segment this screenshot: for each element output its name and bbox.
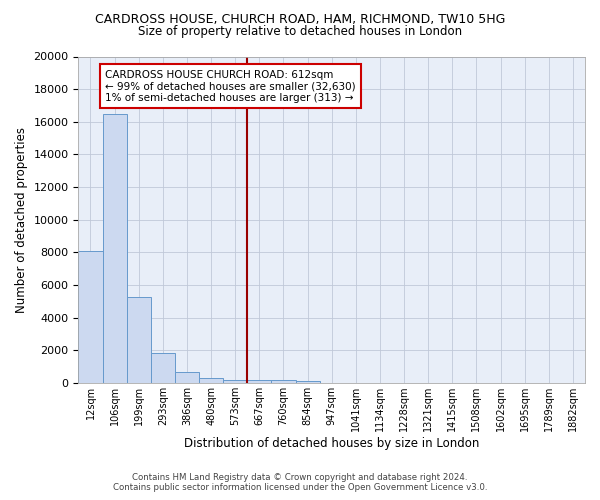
Text: CARDROSS HOUSE CHURCH ROAD: 612sqm
← 99% of detached houses are smaller (32,630): CARDROSS HOUSE CHURCH ROAD: 612sqm ← 99%… bbox=[105, 70, 356, 103]
Text: Contains HM Land Registry data © Crown copyright and database right 2024.
Contai: Contains HM Land Registry data © Crown c… bbox=[113, 473, 487, 492]
Text: CARDROSS HOUSE, CHURCH ROAD, HAM, RICHMOND, TW10 5HG: CARDROSS HOUSE, CHURCH ROAD, HAM, RICHMO… bbox=[95, 12, 505, 26]
Bar bbox=[223, 380, 247, 383]
Bar bbox=[103, 114, 127, 383]
Y-axis label: Number of detached properties: Number of detached properties bbox=[15, 127, 28, 313]
Bar bbox=[271, 380, 296, 383]
Bar bbox=[199, 378, 223, 383]
Bar bbox=[296, 381, 320, 383]
Bar bbox=[151, 353, 175, 383]
Bar bbox=[127, 296, 151, 383]
Bar bbox=[247, 380, 271, 383]
Text: Size of property relative to detached houses in London: Size of property relative to detached ho… bbox=[138, 25, 462, 38]
X-axis label: Distribution of detached houses by size in London: Distribution of detached houses by size … bbox=[184, 437, 479, 450]
Bar bbox=[79, 251, 103, 383]
Bar bbox=[175, 372, 199, 383]
